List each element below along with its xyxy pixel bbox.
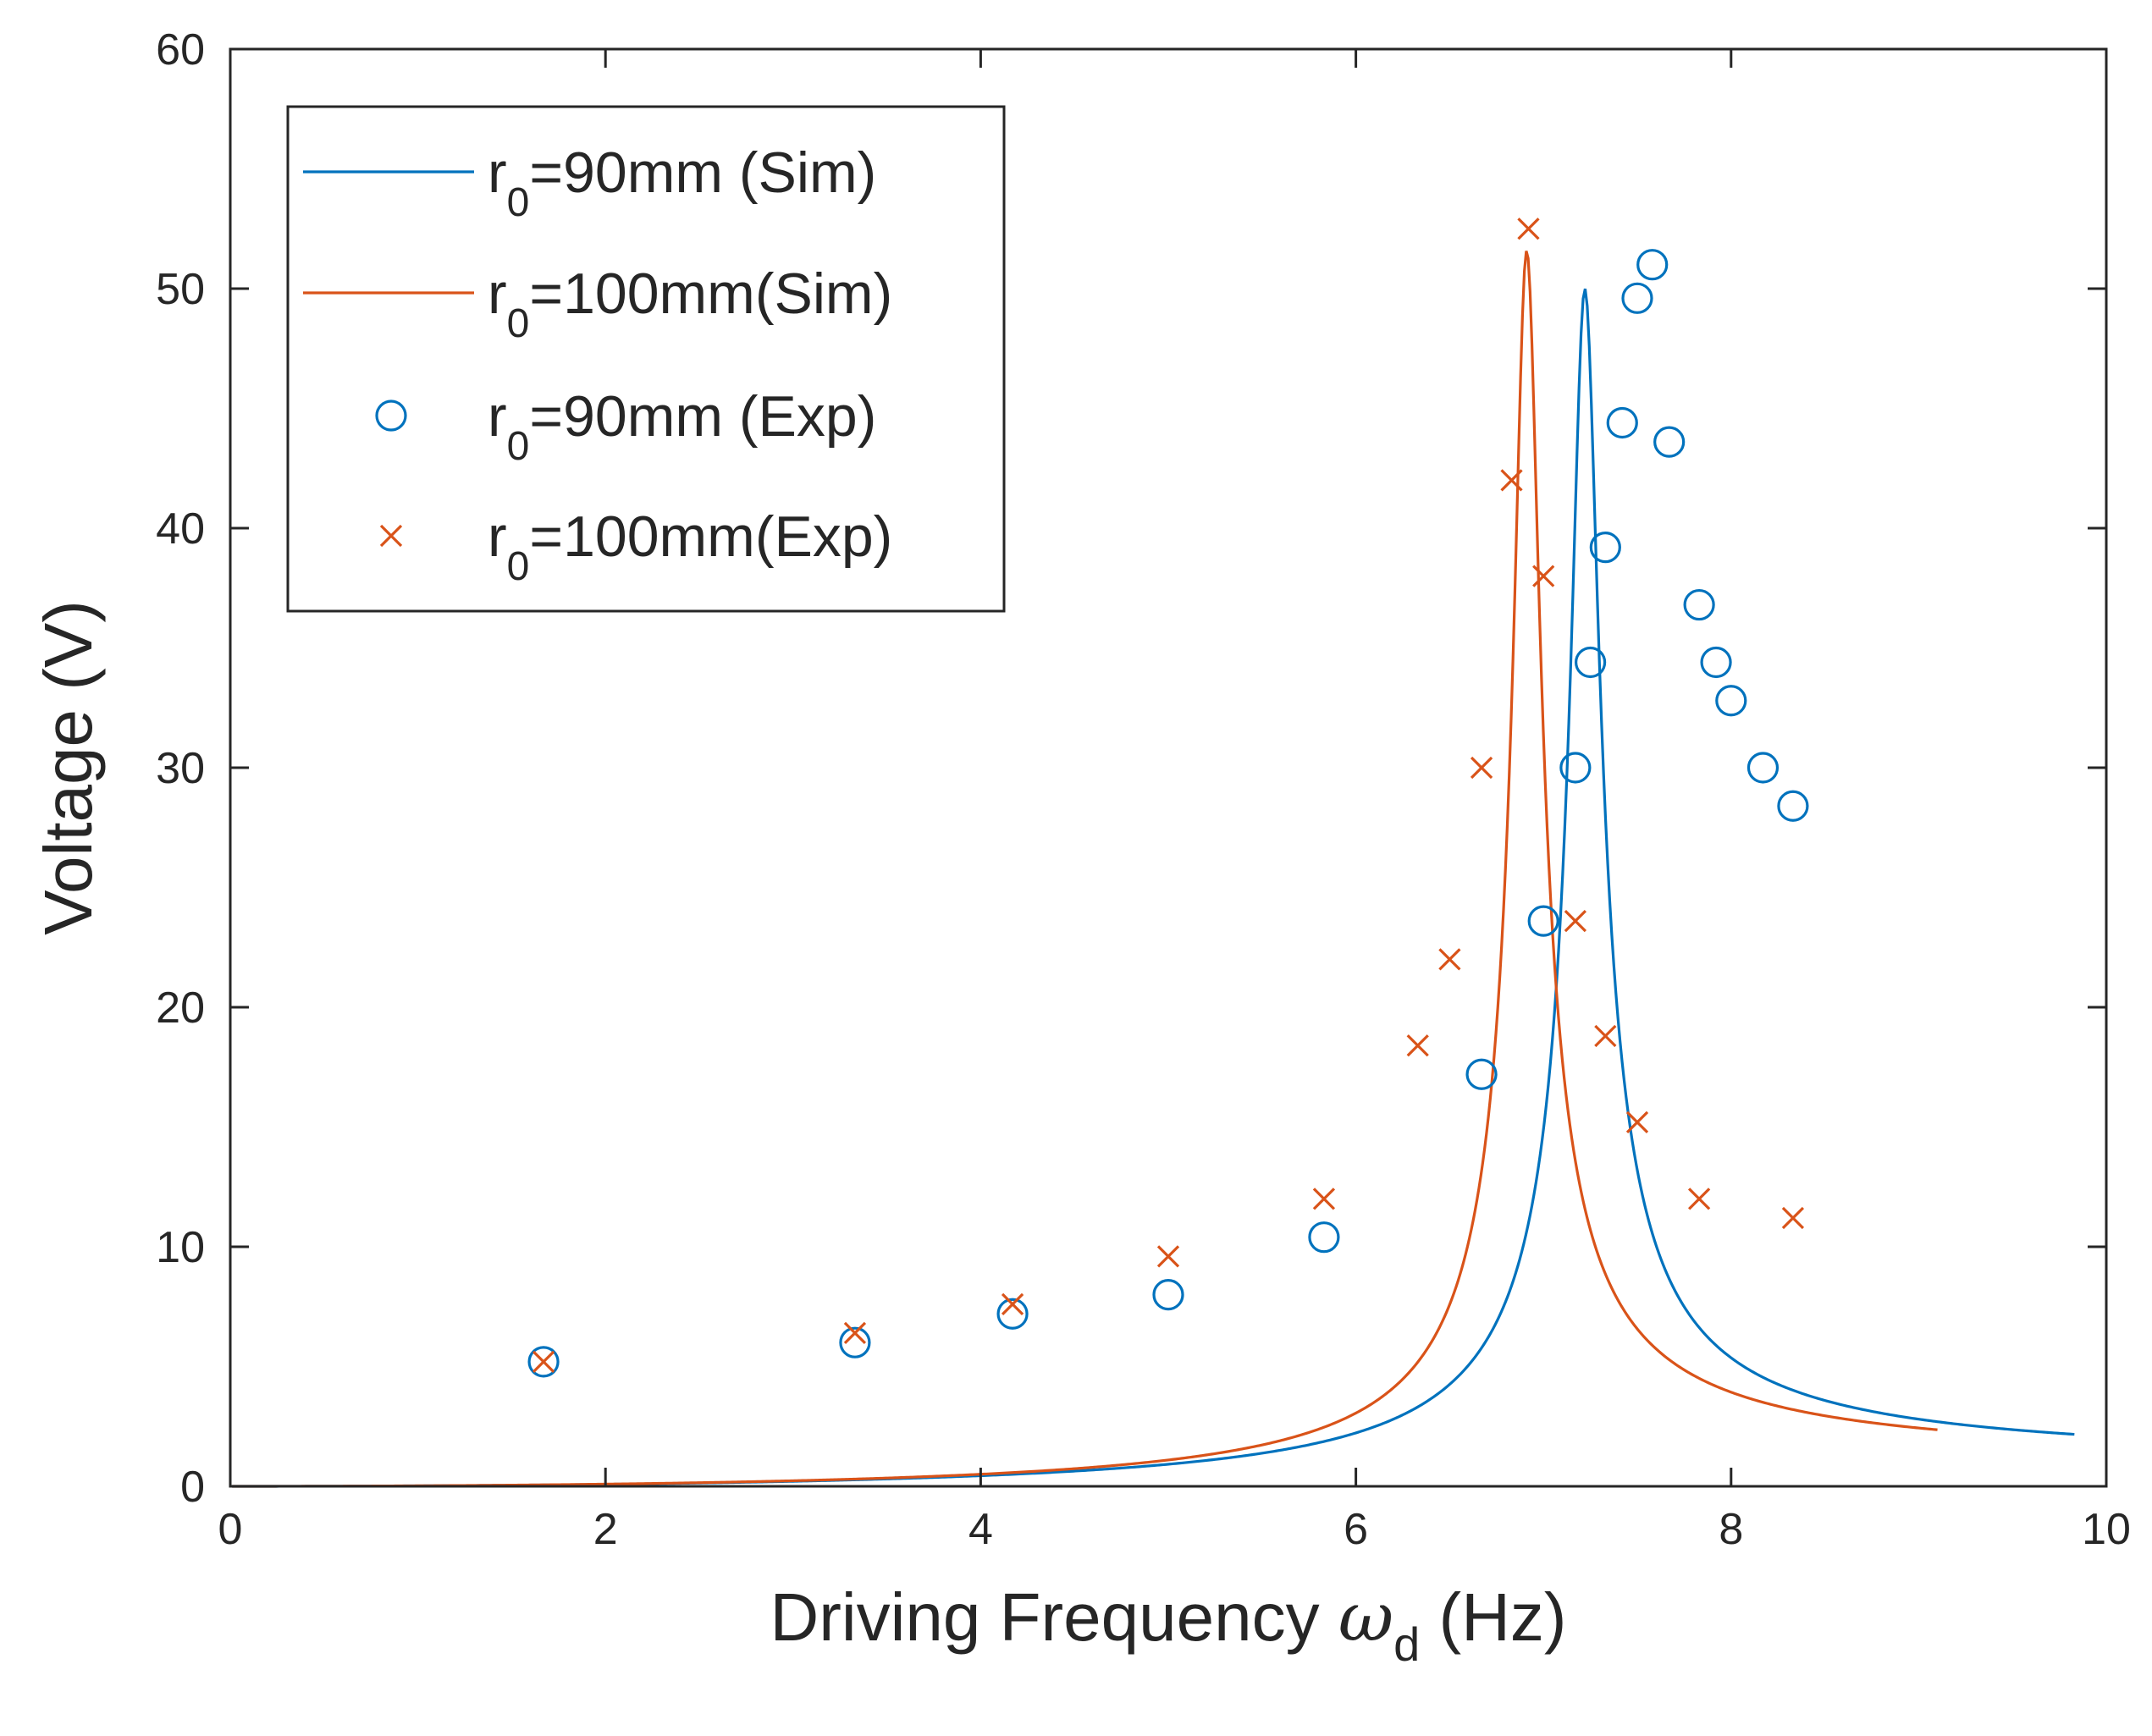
data-point-cross: [1438, 948, 1461, 971]
data-point-cross: [1406, 1034, 1429, 1057]
tick-labels: 0 2 4 6 8 10 0 10 20 30 40 50 60: [156, 25, 2131, 1554]
data-point-cross: [1517, 218, 1540, 240]
data-point-circle: [1559, 752, 1592, 784]
data-point-circle: [1589, 532, 1621, 564]
y-tick-label: 60: [156, 25, 205, 74]
data-point-circle: [1308, 1221, 1340, 1254]
legend-entry-r: r: [488, 262, 507, 326]
data-point-cross: [1781, 1206, 1805, 1230]
data-point-circle: [1636, 249, 1669, 281]
data-point-circle: [1465, 1058, 1498, 1090]
legend-entry-label: r0=100mm(Sim): [488, 262, 892, 346]
data-point-circle: [1527, 905, 1559, 937]
data-point-circle: [1746, 752, 1780, 784]
data-point-circle: [1152, 1278, 1184, 1311]
data-point-cross: [1687, 1188, 1711, 1210]
x-tick-label: 8: [1719, 1505, 1743, 1554]
y-tick-label: 40: [156, 504, 205, 554]
data-point-circle: [839, 1326, 871, 1358]
legend-entry-subscript: 0: [507, 424, 530, 469]
data-point-cross: [1564, 909, 1587, 933]
data-point-circle: [1700, 646, 1732, 679]
legend-swatch-cross: [379, 524, 403, 548]
y-axis-label: Voltage (V): [30, 600, 106, 935]
data-point-cross: [1500, 469, 1523, 492]
data-point-cross: [1001, 1292, 1024, 1316]
legend-swatch-circle: [375, 400, 407, 432]
legend-entry-subscript: 0: [507, 301, 530, 346]
x-axis-label-text: Driving Frequency: [770, 1579, 1338, 1655]
x-axis-label-unit: (Hz): [1420, 1579, 1566, 1655]
x-axis-label: Driving Frequency ωd (Hz): [770, 1578, 1566, 1671]
data-point-circle: [1621, 282, 1653, 314]
legend-entry-r: r: [488, 141, 507, 205]
legend-entry-rest: =100mm(Sim): [529, 262, 892, 326]
legend-entry-r: r: [488, 384, 507, 449]
data-point-cross: [532, 1350, 555, 1373]
data-point-circle: [1683, 588, 1715, 621]
x-axis-label-symbol: ω: [1338, 1578, 1393, 1656]
data-point-cross: [1156, 1245, 1180, 1268]
x-tick-label: 4: [968, 1505, 993, 1554]
legend-entry-rest: =90mm (Exp): [529, 384, 876, 449]
data-point-cross: [1532, 565, 1555, 587]
data-point-cross: [1470, 756, 1493, 780]
axes: [229, 47, 2108, 1488]
y-tick-label: 20: [156, 984, 205, 1033]
y-tick-label: 30: [156, 744, 205, 793]
legend-entry-label: r0=90mm (Exp): [488, 384, 876, 469]
data-point-circle: [1777, 790, 1809, 822]
y-tick-label: 10: [156, 1223, 205, 1272]
legend-entry-r: r: [488, 504, 507, 569]
data-point-circle: [1574, 646, 1607, 679]
legend-entry-rest: =100mm(Exp): [529, 504, 892, 569]
x-tick-label: 0: [218, 1505, 243, 1554]
data-point-circle: [1606, 406, 1638, 439]
legend: r0=90mm (Sim)r0=100mm(Sim)r0=90mm (Exp)r…: [286, 105, 1006, 613]
y-tick-label: 0: [180, 1463, 205, 1512]
data-point-cross: [1625, 1110, 1649, 1133]
data-point-cross: [1594, 1024, 1617, 1048]
x-tick-label: 6: [1344, 1505, 1368, 1554]
data-point-cross: [1312, 1188, 1336, 1210]
x-tick-label: 2: [593, 1505, 618, 1554]
x-tick-label: 10: [2082, 1505, 2131, 1554]
legend-entry-label: r0=100mm(Exp): [488, 504, 892, 589]
data-point-circle: [1715, 685, 1747, 717]
legend-entry-subscript: 0: [507, 544, 530, 589]
legend-entry-subscript: 0: [507, 180, 530, 225]
data-point-cross: [843, 1321, 867, 1345]
x-axis-label-subscript: d: [1393, 1618, 1420, 1671]
data-point-circle: [527, 1346, 560, 1378]
legend-entry-label: r0=90mm (Sim): [488, 141, 876, 225]
legend-entry-rest: =90mm (Sim): [529, 141, 876, 205]
data-point-circle: [1653, 426, 1686, 458]
data-point-circle: [996, 1298, 1029, 1330]
y-tick-label: 50: [156, 265, 205, 314]
legend-box: [286, 105, 1006, 613]
